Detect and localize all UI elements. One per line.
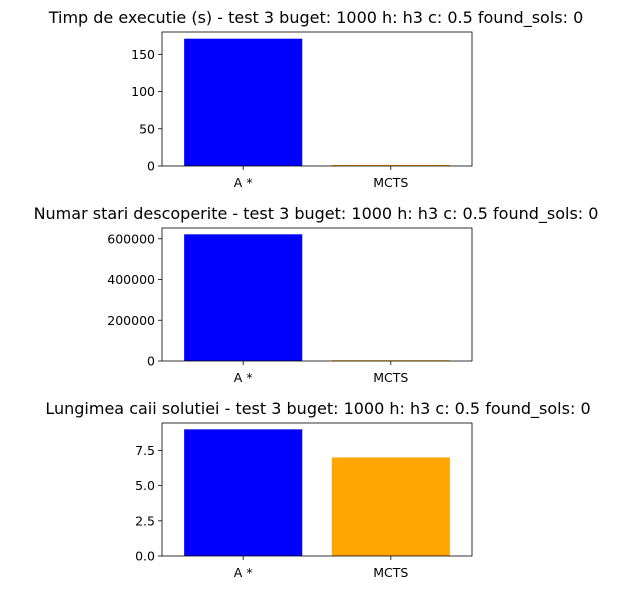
chart-panel-1: Timp de executie (s) - test 3 buget: 100… [48,8,584,190]
y-tick-label: 2.5 [135,513,155,528]
y-tick-label: 0 [147,159,155,174]
chart-title: Numar stari descoperite - test 3 buget: … [34,204,599,224]
x-tick-label: MCTS [373,370,408,385]
plot-frame [161,31,473,167]
x-tick-label: A * [234,370,253,385]
y-tick-label: 100 [131,84,155,99]
plot-frame [161,422,473,557]
y-tick-label: 200000 [107,313,155,328]
y-tick-label: 0 [147,354,155,369]
x-tick-label: A * [234,565,253,580]
y-tick-label: 0.0 [135,549,155,564]
chart-panel-3: Lungimea caii solutiei - test 3 buget: 1… [45,399,590,580]
bar-a [184,38,303,167]
x-tick-label: MCTS [373,175,408,190]
bar-a [184,429,303,556]
bar-mcts [331,457,450,556]
bar-mcts [331,164,450,166]
bar-a [184,234,303,361]
y-tick-label: 7.5 [135,443,155,458]
y-tick-label: 5.0 [135,478,155,493]
x-tick-label: A * [234,175,253,190]
y-tick-label: 400000 [107,272,155,287]
y-tick-label: 150 [131,47,155,62]
chart-title: Timp de executie (s) - test 3 buget: 100… [48,8,584,28]
y-tick-label: 600000 [107,231,155,246]
chart-panel-2: Numar stari descoperite - test 3 buget: … [34,204,599,385]
chart-title: Lungimea caii solutiei - test 3 buget: 1… [45,399,590,419]
x-tick-label: MCTS [373,565,408,580]
plot-frame [161,227,473,362]
y-tick-label: 50 [139,121,155,136]
